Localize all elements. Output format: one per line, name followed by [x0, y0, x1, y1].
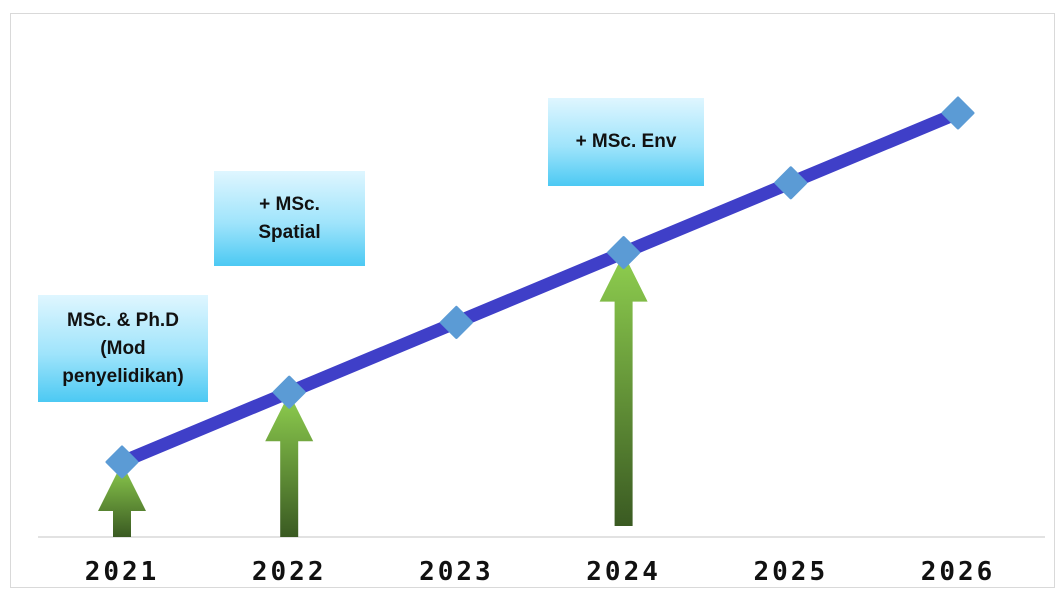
x-tick-2025: 2025: [753, 557, 828, 587]
x-tick-2026: 2026: [921, 557, 996, 587]
point-2026: [941, 96, 975, 130]
x-tick-2024: 2024: [586, 557, 661, 587]
arrow-2024: [599, 253, 648, 526]
arrow-2022: [265, 393, 314, 537]
x-tick-2022: 2022: [252, 557, 327, 587]
arrows-layer: [98, 253, 648, 537]
point-2023: [439, 305, 473, 339]
callout-env: + MSc. Env: [548, 98, 704, 186]
callout-spatial: + MSc. Spatial: [214, 171, 365, 266]
point-2024: [607, 236, 641, 270]
point-2022: [272, 375, 306, 409]
x-tick-2023: 2023: [419, 557, 494, 587]
series-layer: [105, 96, 975, 479]
arrow-2021: [98, 463, 146, 537]
series-line: [115, 106, 965, 469]
callout-phd: MSc. & Ph.D (Mod penyelidikan): [38, 295, 208, 402]
x-tick-2021: 2021: [85, 557, 160, 587]
point-2025: [774, 166, 808, 200]
x-tick-labels: 2021 2022 2023 2024 2025 2026: [85, 557, 996, 587]
point-2021: [105, 445, 139, 479]
